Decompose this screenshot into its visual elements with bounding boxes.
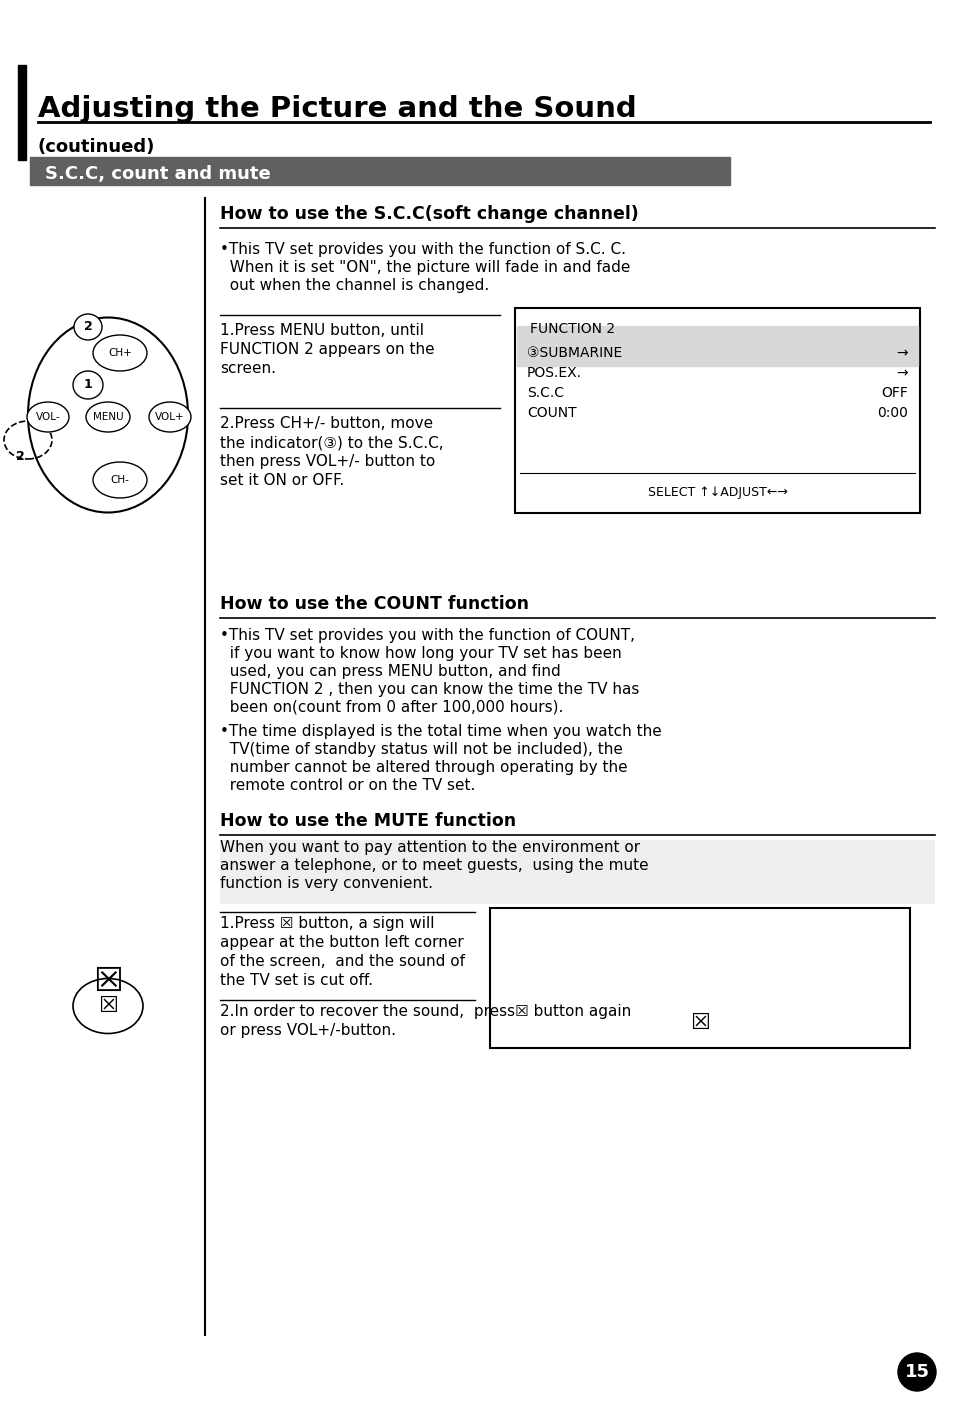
Text: appear at the button left corner: appear at the button left corner (220, 934, 463, 950)
Text: 2.Press CH+/- button, move: 2.Press CH+/- button, move (220, 416, 433, 432)
Text: (coutinued): (coutinued) (38, 139, 155, 156)
Text: →: → (896, 366, 907, 380)
Text: When you want to pay attention to the environment or: When you want to pay attention to the en… (220, 841, 639, 855)
Text: When it is set "ON", the picture will fade in and fade: When it is set "ON", the picture will fa… (220, 261, 630, 275)
Text: ☒: ☒ (689, 1013, 709, 1033)
Text: How to use the S.C.C(soft change channel): How to use the S.C.C(soft change channel… (220, 205, 639, 223)
Text: screen.: screen. (220, 361, 275, 375)
Text: 15: 15 (903, 1363, 928, 1381)
Text: FUNCTION 2 , then you can know the time the TV has: FUNCTION 2 , then you can know the time … (220, 682, 639, 698)
Circle shape (897, 1353, 935, 1391)
Text: POS.EX.: POS.EX. (526, 366, 581, 380)
Ellipse shape (92, 335, 147, 371)
Text: answer a telephone, or to meet guests,  using the mute: answer a telephone, or to meet guests, u… (220, 857, 648, 873)
Text: •This TV set provides you with the function of COUNT,: •This TV set provides you with the funct… (220, 628, 635, 643)
Text: of the screen,  and the sound of: of the screen, and the sound of (220, 954, 464, 969)
Ellipse shape (73, 978, 143, 1034)
Text: •The time displayed is the total time when you watch the: •The time displayed is the total time wh… (220, 724, 661, 738)
Text: out when the channel is changed.: out when the channel is changed. (220, 277, 489, 293)
Text: set it ON or OFF.: set it ON or OFF. (220, 474, 344, 488)
Text: 2: 2 (15, 451, 25, 464)
Text: used, you can press MENU button, and find: used, you can press MENU button, and fin… (220, 664, 560, 679)
Text: COUNT: COUNT (526, 406, 576, 420)
Text: CH+: CH+ (108, 347, 132, 359)
Text: •This TV set provides you with the function of S.C. C.: •This TV set provides you with the funct… (220, 242, 625, 256)
Ellipse shape (92, 462, 147, 497)
Text: FUNCTION 2: FUNCTION 2 (530, 322, 615, 336)
Text: How to use the COUNT function: How to use the COUNT function (220, 595, 529, 614)
Text: 1.Press MENU button, until: 1.Press MENU button, until (220, 324, 423, 338)
Text: been on(count from 0 after 100,000 hours).: been on(count from 0 after 100,000 hours… (220, 700, 563, 715)
Text: 2.In order to recover the sound,  press☒ button again: 2.In order to recover the sound, press☒ … (220, 1005, 631, 1019)
Text: VOL+: VOL+ (155, 412, 185, 422)
Text: if you want to know how long your TV set has been: if you want to know how long your TV set… (220, 646, 621, 661)
Text: MENU: MENU (92, 412, 123, 422)
Ellipse shape (73, 371, 103, 399)
Bar (220, 841, 934, 904)
Text: VOL-: VOL- (35, 412, 60, 422)
Text: CH-: CH- (111, 475, 130, 485)
Text: the TV set is cut off.: the TV set is cut off. (220, 974, 373, 988)
Text: number cannot be altered through operating by the: number cannot be altered through operati… (220, 759, 627, 775)
Text: or press VOL+/-button.: or press VOL+/-button. (220, 1023, 395, 1038)
Text: 2: 2 (84, 321, 92, 333)
Bar (517, 326, 917, 366)
Ellipse shape (27, 402, 69, 432)
Text: ☒: ☒ (93, 964, 123, 998)
Text: ☒: ☒ (98, 996, 118, 1016)
Text: S.C.C, count and mute: S.C.C, count and mute (45, 165, 271, 184)
Text: FUNCTION 2 appears on the: FUNCTION 2 appears on the (220, 342, 435, 357)
Ellipse shape (149, 402, 191, 432)
Ellipse shape (86, 402, 130, 432)
Text: SELECT ↑↓ADJUST←→: SELECT ↑↓ADJUST←→ (647, 486, 786, 499)
Text: 1: 1 (84, 378, 92, 391)
Bar (490, 908, 909, 1048)
Text: then press VOL+/- button to: then press VOL+/- button to (220, 454, 435, 469)
Ellipse shape (28, 318, 188, 513)
Text: the indicator(③) to the S.C.C,: the indicator(③) to the S.C.C, (220, 434, 443, 450)
Text: ③SUBMARINE: ③SUBMARINE (526, 346, 621, 360)
Text: S.C.C: S.C.C (526, 387, 563, 401)
Bar (18, 64, 26, 160)
Bar (515, 308, 919, 513)
Text: →: → (896, 346, 907, 360)
Ellipse shape (74, 314, 102, 340)
Bar (30, 157, 729, 185)
Text: function is very convenient.: function is very convenient. (220, 876, 433, 891)
Text: Adjusting the Picture and the Sound: Adjusting the Picture and the Sound (38, 95, 636, 123)
Text: TV(time of standby status will not be included), the: TV(time of standby status will not be in… (220, 743, 622, 757)
Text: How to use the MUTE function: How to use the MUTE function (220, 813, 516, 829)
Text: OFF: OFF (881, 387, 907, 401)
Text: 0:00: 0:00 (876, 406, 907, 420)
Text: remote control or on the TV set.: remote control or on the TV set. (220, 778, 475, 793)
Text: 1.Press ☒ button, a sign will: 1.Press ☒ button, a sign will (220, 916, 434, 932)
